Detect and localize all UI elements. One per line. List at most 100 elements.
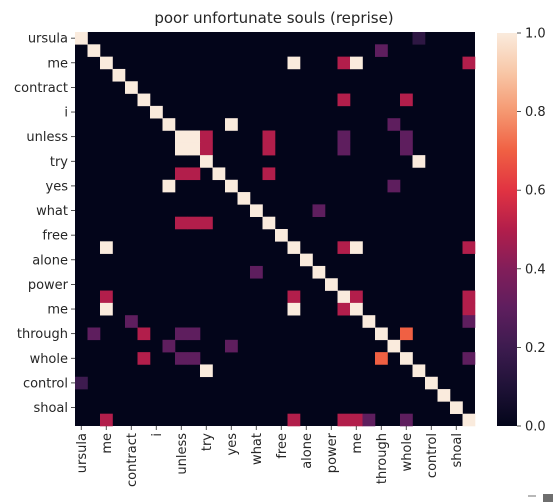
heatmap-cell xyxy=(400,130,413,144)
heatmap-cell xyxy=(237,192,251,205)
y-tick-label: ursula xyxy=(28,32,68,47)
x-tick-label: i xyxy=(150,433,165,437)
heatmap-cell xyxy=(137,93,151,107)
x-tick-label: whole xyxy=(400,433,415,471)
x-tick-label: try xyxy=(200,433,215,451)
heatmap-cell xyxy=(175,130,188,144)
y-tick-label: whole xyxy=(30,352,68,367)
heatmap-cell xyxy=(225,179,238,193)
y-tick-label: power xyxy=(28,278,69,293)
x-tick-label: yes xyxy=(225,433,240,456)
chart-title: poor unfortunate souls (reprise) xyxy=(154,9,393,27)
y-axis-ticks: ursula me contract i unless try yes what free alo… xyxy=(14,32,75,416)
y-tick-label: what xyxy=(36,204,68,219)
heatmap-cell xyxy=(300,253,313,267)
heatmap-cell xyxy=(350,413,363,427)
y-tick-label: free xyxy=(42,229,68,244)
heatmap-cell xyxy=(350,56,363,70)
heatmap-cell xyxy=(225,339,238,353)
heatmap-cell xyxy=(337,302,351,316)
y-tick-label: alone xyxy=(32,253,68,268)
heatmap-cell xyxy=(262,130,276,144)
heatmap-cell xyxy=(462,352,476,365)
corner-icon xyxy=(528,494,553,502)
heatmap-cell xyxy=(287,290,301,304)
colorbar-tick-label: 0.6 xyxy=(525,184,546,199)
heatmap-cell xyxy=(462,315,476,328)
heatmap-cell xyxy=(337,241,351,254)
heatmap-cell xyxy=(337,413,351,427)
heatmap-cell xyxy=(175,352,188,365)
x-tick-label: power xyxy=(325,432,340,473)
heatmap-cell xyxy=(362,413,376,427)
heatmap-cell xyxy=(312,204,326,217)
heatmap-cell xyxy=(462,56,476,70)
heatmap-cell xyxy=(412,155,426,168)
heatmap-cell xyxy=(337,290,351,304)
x-tick-label: what xyxy=(250,433,265,465)
y-tick-label: through xyxy=(17,327,68,342)
heatmap-cell xyxy=(462,290,476,304)
heatmap-cell xyxy=(462,302,476,316)
heatmap-cell xyxy=(287,241,301,254)
heatmap-cell xyxy=(125,81,138,94)
heatmap-cell xyxy=(412,364,426,378)
heatmap-cell xyxy=(350,302,363,316)
heatmap-cell xyxy=(212,167,226,181)
heatmap-cell xyxy=(400,93,413,107)
heatmap-cell xyxy=(462,241,476,254)
x-tick-label: me xyxy=(100,433,115,454)
heatmap-cell xyxy=(287,302,301,316)
colorbar-tick-label: 0.4 xyxy=(525,262,546,277)
heatmap-cell xyxy=(250,204,263,217)
heatmap-cell xyxy=(125,315,138,328)
heatmap-cell xyxy=(175,167,188,181)
colorbar-tick-label: 0.2 xyxy=(525,341,546,356)
heatmap-cell xyxy=(400,352,413,365)
heatmap-cell xyxy=(337,93,351,107)
heatmap-cell xyxy=(200,364,213,378)
heatmap-cell xyxy=(375,352,388,365)
heatmap-cell xyxy=(400,327,413,341)
heatmap-cell xyxy=(312,265,326,279)
heatmap-cell xyxy=(75,376,88,390)
heatmap-cell xyxy=(200,142,213,156)
heatmap-cell xyxy=(162,179,176,193)
x-tick-label: free xyxy=(275,433,290,459)
heatmap-cell xyxy=(175,327,188,341)
heatmap-cell xyxy=(337,142,351,156)
heatmap-cell xyxy=(187,216,201,230)
heatmap-cell xyxy=(450,401,463,414)
heatmap-cell xyxy=(250,265,263,279)
heatmap-cell xyxy=(75,32,88,45)
heatmap-cell xyxy=(350,241,363,254)
heatmap-cell xyxy=(387,339,401,353)
heatmap-cell xyxy=(175,142,188,156)
x-tick-label: me xyxy=(350,433,365,454)
colorbar-tick-label: 0.0 xyxy=(525,420,546,435)
heatmap-cell xyxy=(100,413,113,427)
heatmap-cell xyxy=(187,167,201,181)
heatmap-cell xyxy=(187,142,201,156)
x-tick-label: control xyxy=(425,433,440,478)
heatmap-cell xyxy=(100,241,113,254)
x-tick-label: contract xyxy=(125,433,140,487)
heatmap-cell xyxy=(150,105,163,119)
heatmap-cell xyxy=(187,130,201,144)
x-tick-label: unless xyxy=(175,433,190,475)
y-tick-label: contract xyxy=(14,81,68,96)
heatmap-cell xyxy=(187,327,201,341)
heatmap-cell xyxy=(225,118,238,131)
heatmap-cell xyxy=(162,339,176,353)
heatmap-cell xyxy=(187,352,201,365)
heatmap-cell xyxy=(325,278,338,291)
heatmap-cell xyxy=(400,413,413,427)
heatmap-cell xyxy=(425,376,438,390)
heatmap-cell xyxy=(362,315,376,328)
heatmap-cell xyxy=(200,155,213,168)
colorbar-ticks: 0.0 0.2 0.4 0.6 0.8 1.0 xyxy=(517,27,546,435)
heatmap-cell xyxy=(462,413,476,427)
heatmap-cell xyxy=(200,216,213,230)
heatmap-cell xyxy=(262,142,276,156)
